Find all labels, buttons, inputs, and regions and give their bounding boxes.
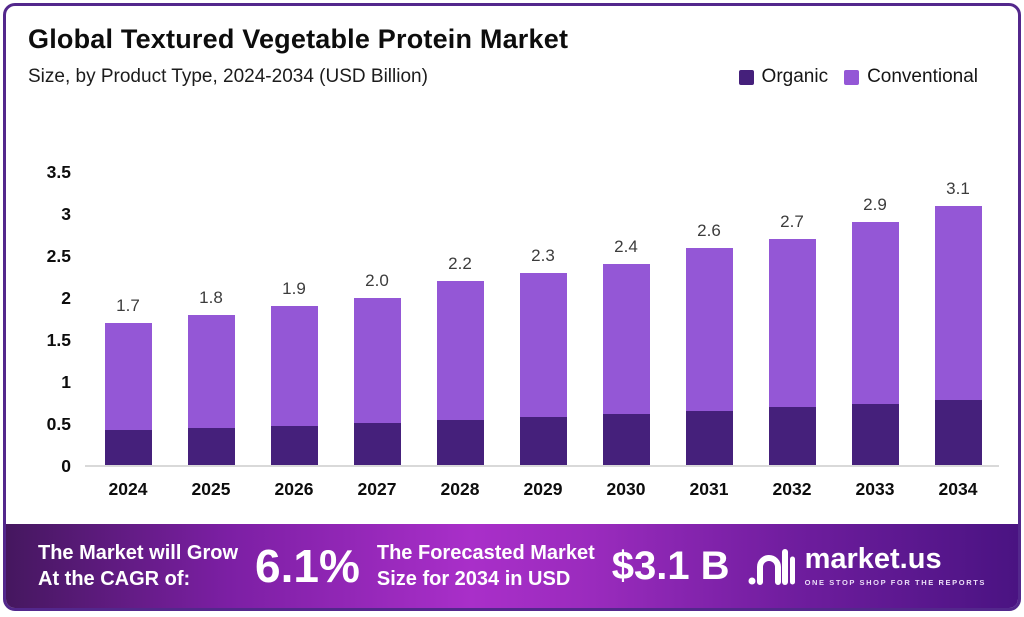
bar-segment-organic xyxy=(270,425,318,466)
forecast-label: The Forecasted Market Size for 2034 in U… xyxy=(377,540,595,592)
marketus-logo-icon xyxy=(748,549,795,585)
x-axis-label-2031: 2031 xyxy=(689,479,729,499)
x-axis-line xyxy=(85,465,999,467)
x-axis-label-2034: 2034 xyxy=(938,479,978,499)
footer-banner: The Market will Grow At the CAGR of: 6.1… xyxy=(6,524,1018,608)
cagr-value: 6.1% xyxy=(255,540,360,592)
bar-segment-organic xyxy=(187,428,235,466)
bar-segment-organic xyxy=(768,407,816,466)
x-axis-label-2026: 2026 xyxy=(274,479,314,499)
bar-segment-conventional xyxy=(519,272,567,418)
bar-segment-organic xyxy=(602,413,650,466)
y-axis-tick: 1.5 xyxy=(46,330,71,350)
cagr-label-line1: The Market will Grow xyxy=(38,542,239,564)
bar-segment-conventional xyxy=(851,222,899,404)
bar-total-label: 2.9 xyxy=(863,195,887,215)
bar-total-label: 3.1 xyxy=(946,178,970,198)
y-axis-tick: 2 xyxy=(61,288,71,308)
x-axis-label-2030: 2030 xyxy=(606,479,646,499)
brand-tagline: ONE STOP SHOP FOR THE REPORTS xyxy=(804,578,986,587)
y-axis-tick: 3.5 xyxy=(46,162,71,182)
brand-logo: market.us ONE STOP SHOP FOR THE REPORTS xyxy=(747,544,986,588)
y-axis-tick: 0.5 xyxy=(46,414,71,434)
bar-segment-organic xyxy=(851,403,899,466)
bar-total-label: 2.4 xyxy=(614,237,638,257)
bar-group-2028: 2.2 xyxy=(436,254,484,466)
brand-name: market.us xyxy=(804,543,942,575)
bar-group-2034: 3.1 xyxy=(934,179,982,466)
forecast-value: $3.1 B xyxy=(611,543,730,588)
infographic-frame: Global Textured Vegetable Protein Market… xyxy=(3,3,1021,611)
brand-text: market.us ONE STOP SHOP FOR THE REPORTS xyxy=(804,543,986,588)
bar-segment-organic xyxy=(934,400,982,466)
bar-group-2029: 2.3 xyxy=(519,246,567,466)
cagr-label: The Market will Grow At the CAGR of: xyxy=(38,540,238,592)
legend-label-conventional: Conventional xyxy=(867,66,978,87)
bar-group-2033: 2.9 xyxy=(851,195,899,466)
bar-group-2027: 2.0 xyxy=(353,271,401,466)
y-axis-tick: 1 xyxy=(61,372,71,392)
bar-segment-conventional xyxy=(602,264,650,414)
chart-plot-area: 1.7 2024 1.8 2025 1.9 2026 2.0 2027 2.2 2028 2.3 20… xyxy=(47,161,997,499)
page-subtitle: Size, by Product Type, 2024-2034 (USD Bi… xyxy=(28,66,428,87)
legend-label-organic: Organic xyxy=(761,66,829,87)
forecast-label-line2: Size for 2034 in USD xyxy=(376,568,571,590)
bar-group-2026: 1.9 xyxy=(270,279,318,466)
x-axis-label-2024: 2024 xyxy=(108,479,148,499)
bar-segment-conventional xyxy=(436,281,484,420)
y-axis-tick: 0 xyxy=(61,456,71,476)
bar-total-label: 2.7 xyxy=(780,212,804,232)
page-title: Global Textured Vegetable Protein Market xyxy=(28,24,569,54)
bar-total-label: 1.7 xyxy=(116,296,140,316)
bar-total-label: 2.0 xyxy=(365,271,389,290)
x-axis-label-2033: 2033 xyxy=(855,479,895,499)
bar-group-2031: 2.6 xyxy=(685,221,733,466)
bar-segment-conventional xyxy=(270,306,318,426)
organic-swatch-icon xyxy=(738,69,754,85)
bar-segment-conventional xyxy=(104,323,152,430)
bar-total-label: 1.9 xyxy=(282,279,306,299)
bar-total-label: 1.8 xyxy=(199,287,223,307)
x-axis-label-2027: 2027 xyxy=(357,479,397,499)
bar-group-2030: 2.4 xyxy=(602,237,650,466)
x-axis-label-2025: 2025 xyxy=(191,479,231,499)
conventional-swatch-icon xyxy=(844,69,860,85)
bar-segment-organic xyxy=(104,429,152,466)
legend-item-conventional: Conventional xyxy=(844,66,978,88)
bar-total-label: 2.2 xyxy=(448,254,472,274)
bar-segment-conventional xyxy=(685,247,733,411)
legend-item-organic: Organic xyxy=(738,66,829,88)
x-axis-label-2032: 2032 xyxy=(772,479,812,499)
x-axis-label-2029: 2029 xyxy=(523,479,563,499)
bar-total-label: 2.6 xyxy=(697,220,721,240)
legend: Organic Conventional xyxy=(738,66,978,88)
bar-group-2025: 1.8 xyxy=(187,288,235,466)
bar-segment-organic xyxy=(353,423,401,466)
bar-segment-organic xyxy=(519,417,567,466)
bar-segment-conventional xyxy=(934,205,982,401)
bar-segment-organic xyxy=(436,419,484,466)
bar-segment-conventional xyxy=(187,314,235,429)
bar-segment-conventional xyxy=(353,298,401,424)
bar-group-2032: 2.7 xyxy=(768,212,816,466)
bar-segment-organic xyxy=(685,410,733,466)
bar-group-2024: 1.7 xyxy=(104,296,152,466)
y-axis-tick: 3 xyxy=(61,204,71,224)
y-axis-tick: 2.5 xyxy=(46,246,71,266)
cagr-label-line2: At the CAGR of: xyxy=(38,568,191,590)
forecast-label-line1: The Forecasted Market xyxy=(376,542,595,564)
bar-total-label: 2.3 xyxy=(531,245,555,265)
bar-segment-conventional xyxy=(768,239,816,408)
x-axis-label-2028: 2028 xyxy=(440,479,480,499)
